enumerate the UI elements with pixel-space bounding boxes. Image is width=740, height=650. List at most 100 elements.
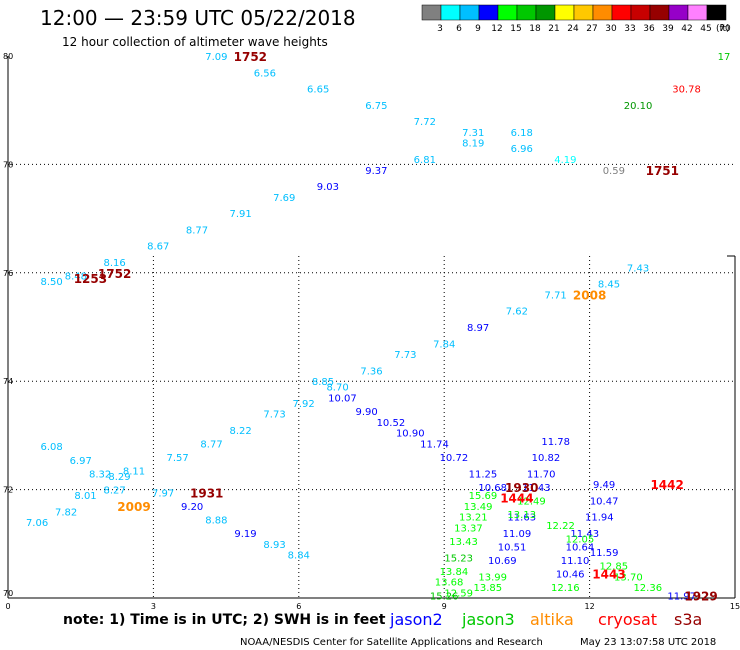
swh-value-label: 13.84 [440, 567, 469, 578]
colorbar-label: 42 [681, 24, 692, 34]
swh-value-label: 7.91 [230, 209, 252, 220]
swh-value-label: 10.52 [377, 418, 406, 429]
swh-value-label: 7.84 [433, 339, 455, 350]
swh-value-label: 7.36 [360, 366, 382, 377]
swh-value-label: 11.74 [420, 440, 449, 451]
swh-value-label: 12.85 [600, 561, 629, 572]
swh-value-label: 15.69 [469, 491, 498, 502]
swh-value-label: 12.16 [551, 583, 580, 594]
swh-value-label: 8.29 [108, 472, 130, 483]
swh-value-label: 7.57 [167, 453, 189, 464]
y-tick-label: 76 [3, 269, 13, 278]
colorbar-label: 30 [605, 24, 617, 34]
y-axis-ticks: 70 72 74 76 78 80 [3, 52, 13, 598]
swh-value-label: 8.97 [467, 323, 489, 334]
swh-value-label: 10.07 [328, 393, 357, 404]
x-tick-label: 0 [5, 602, 10, 611]
plot-frame [7, 56, 736, 599]
time-label: 1752 [98, 267, 131, 281]
swh-value-label: 12.22 [546, 521, 575, 532]
colorbar-swatch [535, 4, 556, 21]
swh-value-label: 9.37 [365, 166, 387, 177]
swh-value-label: 11.43 [522, 483, 551, 494]
colorbar-swatch [440, 4, 461, 21]
colorbar-swatch [592, 4, 613, 21]
swh-value-label: 8.32 [89, 469, 111, 480]
swh-value-label: 15.23 [444, 553, 473, 564]
colorbar-label: 70 [719, 24, 731, 34]
swh-value-label: 8.84 [288, 551, 310, 562]
swh-value-label: 13.85 [473, 583, 502, 594]
swh-value-label: 10.64 [566, 543, 595, 554]
colorbar-swatch [611, 4, 632, 21]
x-tick-label: 3 [151, 602, 156, 611]
colorbar-swatch [706, 4, 727, 21]
colorbar-unit: (ft) [716, 24, 730, 34]
swh-value-label: 7.82 [55, 507, 77, 518]
swh-value-label: 7.31 [462, 128, 484, 139]
swh-value-label: 9.49 [593, 480, 615, 491]
colorbar-swatch [573, 4, 594, 21]
footer-timestamp: May 23 13:07:58 UTC 2018 [580, 637, 716, 648]
time-label: 2008 [573, 288, 606, 302]
x-tick-label: 15 [730, 602, 740, 611]
swh-value-label: 9.90 [356, 407, 378, 418]
swh-value-label: 10.51 [498, 543, 527, 554]
x-axis-ticks: 0 3 6 9 12 15 [5, 602, 740, 611]
swh-value-label: 10.82 [532, 453, 561, 464]
swh-value-label: 11.09 [503, 529, 532, 540]
swh-value-label: 30.78 [672, 85, 701, 96]
swh-value-label: 8.88 [205, 515, 227, 526]
colorbar-label: 21 [548, 24, 559, 34]
swh-value-label: 8.01 [74, 491, 96, 502]
swh-value-label: 8.50 [40, 277, 62, 288]
swh-value-label: 8.27 [103, 486, 125, 497]
swh-value-label: 6.65 [307, 85, 329, 96]
swh-value-label: 7.06 [26, 518, 48, 529]
swh-value-label: 11.63 [507, 513, 536, 524]
colorbar-label: 15 [510, 24, 521, 34]
colorbar-swatch [630, 4, 651, 21]
swh-value-label: 7.62 [506, 307, 528, 318]
colorbar-swatch [478, 4, 499, 21]
swh-value-label: 10.90 [396, 429, 425, 440]
swh-value-label: 8.77 [200, 440, 222, 451]
swh-value-label: 6.56 [254, 68, 276, 79]
colorbar-label: 18 [529, 24, 541, 34]
swh-value-label: 6.97 [70, 456, 92, 467]
swh-value-label: 20.10 [624, 101, 653, 112]
swh-value-label: 13.21 [459, 513, 488, 524]
swh-value-label: 8.16 [103, 258, 125, 269]
swh-value-label: 10.47 [590, 496, 619, 507]
colorbar-label: 45 [700, 24, 711, 34]
swh-value-label: 11.70 [527, 469, 556, 480]
swh-value-label: 12.59 [444, 589, 473, 600]
swh-value-label: 7.73 [263, 410, 285, 421]
y-tick-label: 72 [3, 486, 13, 495]
chart-subtitle: 12 hour collection of altimeter wave hei… [62, 35, 328, 49]
colorbar-label: 6 [456, 24, 462, 34]
swh-value-label: 7.97 [152, 488, 174, 499]
y-tick-label: 80 [3, 52, 13, 61]
time-label: 1751 [646, 164, 679, 178]
colorbar-label: 33 [624, 24, 635, 34]
time-label: 1752 [234, 50, 267, 64]
x-tick-label: 12 [585, 602, 595, 611]
swh-value-label: 13.13 [507, 510, 536, 521]
swh-value-label: 6.08 [40, 442, 62, 453]
swh-value-label: 7.09 [205, 52, 227, 63]
swh-value-label: 0.59 [603, 166, 625, 177]
swh-value-label: 8.22 [230, 426, 252, 437]
swh-value-label: 7.43 [627, 263, 649, 274]
legend-entry-jason3: jason3 [461, 610, 515, 629]
swh-value-label: 11.78 [541, 437, 570, 448]
x-tick-label: 9 [442, 602, 447, 611]
swh-value-label: 13.37 [454, 524, 483, 535]
swh-value-label: 17 [718, 52, 731, 63]
swh-value-label: 13.68 [435, 578, 464, 589]
x-tick-label: 6 [296, 602, 301, 611]
legend-entry-cryosat: cryosat [598, 610, 657, 629]
swh-value-label: 6.75 [365, 101, 387, 112]
